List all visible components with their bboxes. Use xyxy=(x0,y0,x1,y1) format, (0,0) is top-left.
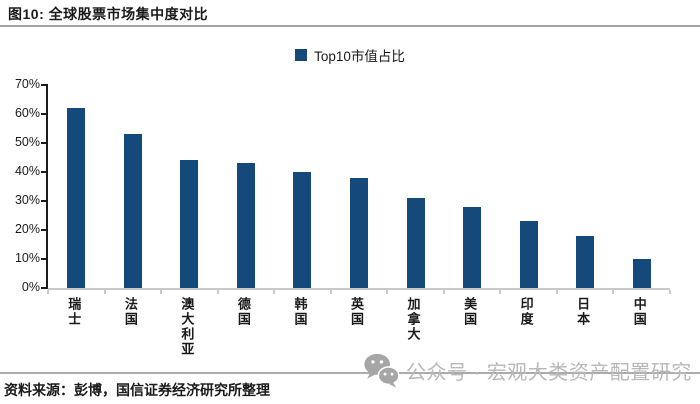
y-tick-label: 20% xyxy=(14,222,40,236)
y-tick-label: 30% xyxy=(14,193,40,207)
y-axis-tick xyxy=(41,258,46,260)
legend-label: Top10市值占比 xyxy=(314,49,405,64)
bar xyxy=(519,221,538,288)
x-category-label: 澳大利亚 xyxy=(179,297,195,357)
bar xyxy=(350,177,368,288)
bar xyxy=(406,198,425,288)
bar xyxy=(632,259,651,288)
x-axis-tick xyxy=(499,290,502,294)
bar xyxy=(67,108,86,288)
y-axis-tick xyxy=(41,113,46,115)
bar xyxy=(463,206,482,288)
y-axis-tick xyxy=(41,84,46,86)
title-divider xyxy=(0,25,700,27)
x-axis-tick xyxy=(555,290,558,294)
y-tick-label: 10% xyxy=(14,251,40,265)
chart-legend: Top10市值占比 xyxy=(0,45,700,65)
bar xyxy=(293,172,312,288)
x-category-label: 加拿大 xyxy=(405,297,421,342)
x-axis-tick xyxy=(386,290,389,294)
y-axis xyxy=(46,84,48,289)
x-category-label: 中国 xyxy=(631,297,647,327)
x-axis-tick xyxy=(273,290,276,294)
x-category-label: 印度 xyxy=(518,297,534,327)
bottom-divider xyxy=(0,372,700,374)
bar xyxy=(180,160,199,288)
x-axis-tick xyxy=(612,290,615,294)
y-tick-label: 60% xyxy=(14,106,40,120)
x-axis-tick xyxy=(442,290,445,294)
wechat-icon xyxy=(364,353,400,388)
y-axis-tick xyxy=(41,200,46,202)
source-note: 资料来源：彭博，国信证券经济研究所整理 xyxy=(4,382,270,398)
x-category-label: 法国 xyxy=(122,297,138,327)
y-axis-tick xyxy=(41,171,46,173)
bar xyxy=(236,163,255,288)
x-category-label: 瑞士 xyxy=(66,297,82,327)
x-axis-tick xyxy=(103,290,106,294)
y-tick-label: 40% xyxy=(14,164,40,178)
bar xyxy=(576,235,595,288)
x-category-label: 美国 xyxy=(462,297,478,327)
x-axis-tick xyxy=(669,290,671,294)
y-tick-label: 70% xyxy=(14,77,40,91)
y-axis-tick xyxy=(41,287,46,289)
x-axis-tick xyxy=(160,290,163,294)
watermark: 公众号 · 宏观大类资产配置研究 xyxy=(362,351,692,389)
x-axis-tick xyxy=(216,290,219,294)
x-category-label: 英国 xyxy=(349,297,364,327)
figure-title: 图10: 全球股票市场集中度对比 xyxy=(8,6,209,22)
x-category-label: 韩国 xyxy=(292,297,308,327)
legend-swatch xyxy=(295,49,308,61)
y-tick-label: 0% xyxy=(21,280,40,294)
y-axis-tick xyxy=(41,142,46,144)
x-axis-tick xyxy=(329,290,332,294)
x-axis-tick xyxy=(47,290,49,294)
y-tick-label: 50% xyxy=(14,135,40,149)
watermark-text: 公众号 · 宏观大类资产配置研究 xyxy=(406,361,692,384)
bar xyxy=(123,134,142,288)
x-category-label: 日本 xyxy=(575,297,591,327)
y-axis-tick xyxy=(41,229,46,231)
x-axis xyxy=(48,288,670,290)
x-category-label: 德国 xyxy=(235,297,251,327)
